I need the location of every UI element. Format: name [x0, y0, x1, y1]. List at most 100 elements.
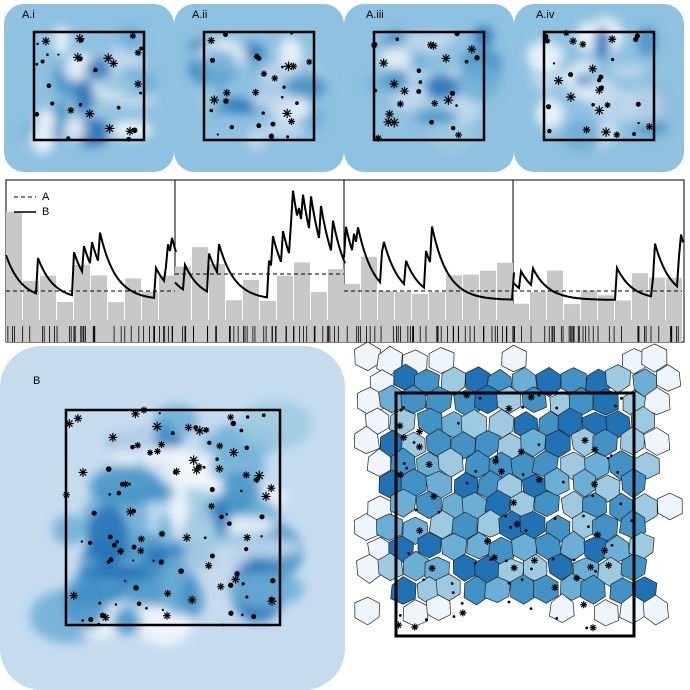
point	[93, 67, 98, 73]
point	[203, 426, 210, 434]
point	[131, 509, 137, 514]
cell	[376, 513, 403, 541]
cell	[414, 368, 440, 397]
cell	[605, 410, 632, 439]
point	[146, 449, 154, 456]
point	[227, 413, 234, 421]
point	[193, 425, 199, 430]
point	[619, 502, 623, 506]
hist-bar	[666, 277, 682, 320]
point	[259, 514, 265, 520]
maps	[0, 4, 684, 690]
point	[209, 108, 213, 113]
contour	[455, 62, 501, 102]
cell	[417, 531, 442, 559]
point	[270, 578, 276, 584]
hist-bar	[395, 291, 411, 320]
point	[429, 41, 438, 50]
point	[389, 117, 400, 128]
contour	[197, 84, 221, 113]
point	[229, 124, 235, 130]
point	[136, 601, 142, 607]
point	[610, 57, 615, 62]
cell	[643, 427, 671, 456]
point	[34, 111, 40, 117]
frame	[64, 408, 282, 627]
point	[158, 530, 166, 538]
hist-bar	[547, 270, 563, 320]
hist-bar	[581, 290, 597, 320]
contour	[384, 65, 408, 94]
point	[46, 53, 49, 57]
point	[594, 531, 602, 539]
point	[204, 562, 213, 570]
contour	[73, 77, 95, 115]
point	[610, 543, 614, 547]
point	[260, 70, 268, 78]
point	[402, 406, 405, 409]
point	[117, 547, 125, 555]
point	[130, 444, 135, 450]
segment	[5, 211, 177, 342]
point	[551, 557, 555, 561]
point	[460, 601, 464, 605]
point	[608, 35, 617, 44]
cell	[643, 386, 671, 415]
point	[132, 584, 140, 591]
point	[568, 72, 574, 78]
base	[513, 320, 682, 342]
segment	[512, 234, 684, 342]
cell	[593, 599, 619, 627]
contour	[414, 109, 459, 124]
point	[416, 88, 422, 95]
point	[422, 578, 426, 582]
point	[425, 461, 433, 469]
intensity-line	[5, 232, 177, 300]
point	[507, 600, 511, 604]
point	[414, 508, 418, 512]
point	[407, 551, 411, 555]
map	[344, 4, 514, 172]
point	[125, 507, 136, 517]
point	[450, 125, 456, 131]
point	[91, 510, 97, 516]
point	[69, 591, 78, 600]
point	[591, 494, 595, 498]
point	[253, 476, 260, 484]
point	[240, 613, 244, 617]
hist-bar	[175, 266, 191, 320]
point	[588, 64, 597, 74]
contour	[226, 537, 301, 558]
point	[182, 533, 192, 542]
point	[202, 465, 206, 469]
point	[587, 525, 590, 529]
cell	[366, 448, 392, 477]
point	[268, 133, 275, 139]
cell	[354, 596, 381, 626]
point	[158, 441, 166, 448]
point	[400, 434, 408, 442]
point	[530, 556, 538, 564]
point	[244, 546, 249, 552]
point	[585, 626, 589, 630]
contour	[407, 59, 434, 74]
point	[412, 441, 416, 444]
point	[88, 617, 94, 622]
contour	[52, 514, 87, 545]
point	[215, 457, 219, 461]
point	[271, 74, 279, 82]
point	[616, 470, 620, 474]
point	[245, 415, 250, 419]
contour	[593, 26, 611, 60]
cell	[594, 474, 621, 503]
point	[400, 86, 409, 96]
point	[187, 595, 197, 605]
point	[613, 131, 621, 139]
point	[251, 614, 257, 620]
point	[116, 490, 122, 496]
point	[513, 520, 521, 528]
hist-bar	[277, 275, 293, 320]
point	[134, 441, 141, 449]
point	[601, 546, 609, 554]
